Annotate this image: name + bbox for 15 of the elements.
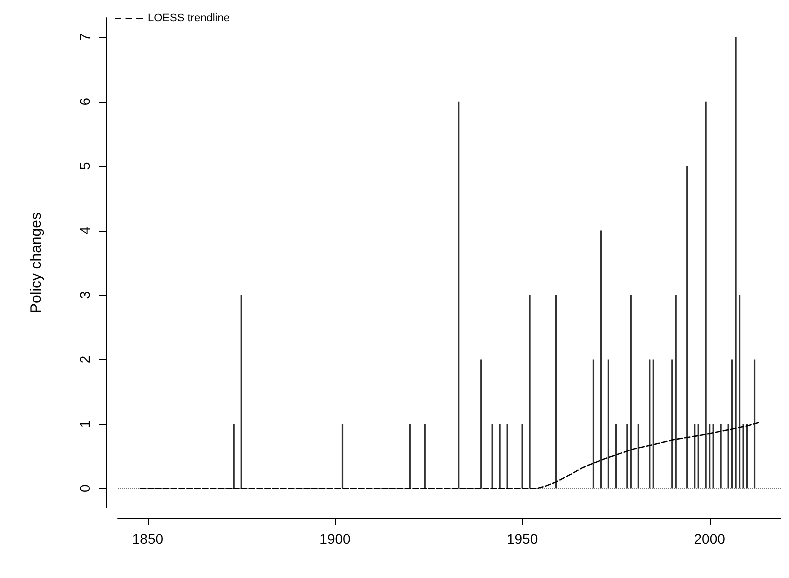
x-tick-label: 1850	[132, 531, 164, 547]
x-tick-label: 1950	[506, 531, 538, 547]
y-tick-label: 3	[77, 291, 93, 300]
legend-label: LOESS trendline	[148, 12, 230, 24]
y-tick-label: 7	[77, 33, 93, 42]
x-tick-label: 1900	[320, 531, 352, 547]
x-tick-label: 2000	[694, 531, 726, 547]
y-tick-label: 1	[77, 420, 93, 428]
y-tick-label: 0	[77, 484, 93, 493]
y-tick-label: 5	[77, 162, 93, 170]
y-axis-title: Policy changes	[28, 212, 45, 314]
line-series	[140, 422, 760, 490]
y-tick-label: 2	[77, 356, 93, 364]
y-tick-label: 6	[77, 98, 93, 106]
y-tick-label: 4	[77, 226, 93, 235]
